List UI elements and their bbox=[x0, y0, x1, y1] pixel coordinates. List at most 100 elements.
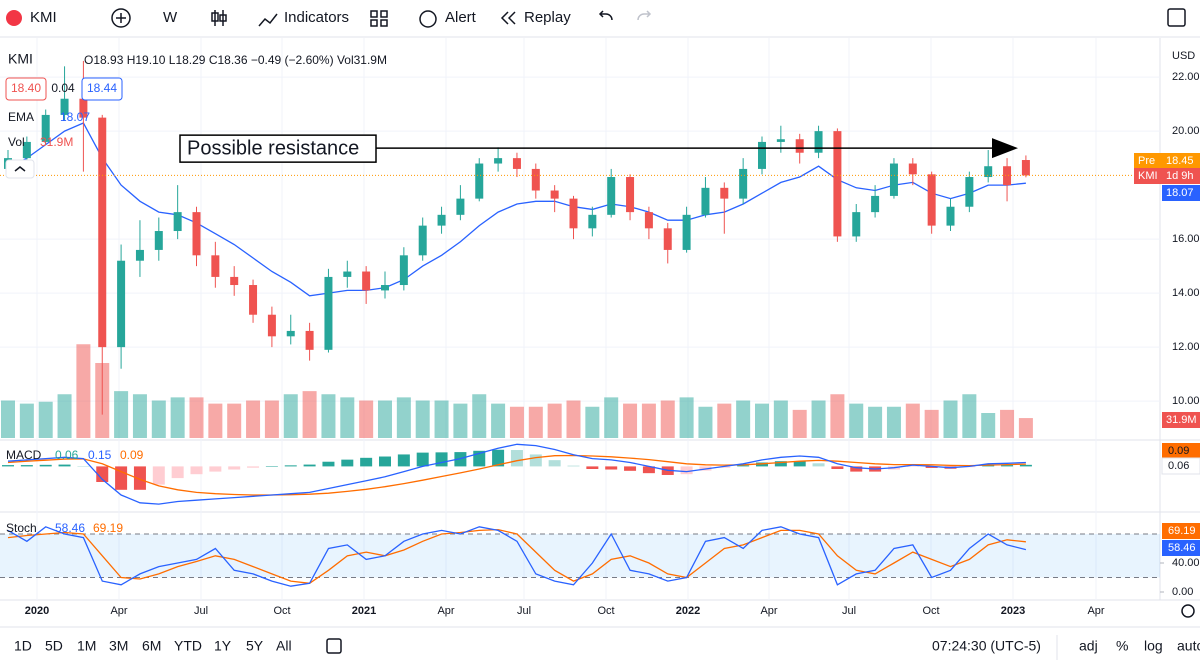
volume-bar bbox=[773, 400, 788, 438]
macd-histogram bbox=[190, 466, 203, 475]
candle-body bbox=[173, 212, 182, 232]
range-button[interactable]: YTD bbox=[174, 638, 202, 654]
collapse-button[interactable] bbox=[5, 159, 35, 179]
y-tick-label: 12.00 bbox=[1172, 341, 1200, 353]
add-icon[interactable] bbox=[111, 8, 131, 28]
interval[interactable]: W bbox=[163, 9, 178, 26]
indicator-value: 0.09 bbox=[120, 448, 144, 462]
scale-option[interactable]: adj bbox=[1079, 638, 1098, 654]
volume-bar bbox=[604, 397, 619, 438]
candle-body bbox=[663, 228, 672, 250]
replay-button[interactable]: Replay bbox=[524, 9, 571, 26]
plot: 22.00 20.00 16.00 14.00 12.00 10.00 2020 Apr Jul… bbox=[0, 38, 1200, 617]
candle-body bbox=[739, 168, 748, 199]
price-tag bbox=[1162, 412, 1200, 428]
indicators-button[interactable]: Indicators bbox=[284, 9, 349, 26]
candle-body bbox=[211, 255, 220, 277]
macd-histogram bbox=[133, 466, 146, 490]
scale-option[interactable]: log bbox=[1144, 638, 1163, 654]
candle-body bbox=[117, 260, 126, 348]
y-tick-label: 22.00 bbox=[1172, 71, 1200, 83]
bid-box[interactable] bbox=[5, 77, 47, 101]
range-button[interactable]: 3M bbox=[109, 638, 128, 654]
candle-body bbox=[343, 271, 352, 277]
candle-body bbox=[871, 195, 880, 213]
volume-bar bbox=[679, 397, 694, 438]
ask-box[interactable] bbox=[81, 77, 123, 101]
currency[interactable]: USD bbox=[1172, 50, 1195, 62]
replay-icon bbox=[500, 11, 516, 25]
candle-body bbox=[776, 139, 785, 142]
range-button[interactable]: All bbox=[276, 638, 292, 654]
high: H19.10 bbox=[127, 53, 166, 67]
resistance-arrow bbox=[992, 138, 1018, 159]
bid: 18.40 bbox=[11, 81, 41, 95]
candle-body bbox=[512, 158, 521, 169]
x-tick-label: Apr bbox=[760, 605, 777, 617]
range-button[interactable]: 1D bbox=[14, 638, 32, 654]
range-button[interactable]: 1M bbox=[77, 638, 96, 654]
alert-button[interactable]: Alert bbox=[445, 9, 477, 26]
range-button[interactable]: 1Y bbox=[214, 638, 232, 654]
macd-histogram bbox=[529, 454, 542, 467]
templates-icon[interactable] bbox=[370, 10, 388, 27]
stoch-d bbox=[7, 528, 1026, 584]
price-tag bbox=[1162, 443, 1200, 459]
range-button[interactable]: 6M bbox=[142, 638, 161, 654]
redo-icon[interactable] bbox=[637, 10, 652, 21]
indicator-value: 0.15 bbox=[88, 448, 112, 462]
volume-bar bbox=[246, 400, 261, 438]
date-range-icon[interactable] bbox=[326, 638, 342, 654]
candle-body bbox=[644, 212, 653, 229]
macd-histogram bbox=[58, 464, 71, 467]
candle-body bbox=[437, 214, 446, 226]
indicator-value: 69.19 bbox=[93, 521, 123, 535]
range-button[interactable]: 5D bbox=[45, 638, 63, 654]
close: C18.36 bbox=[209, 53, 248, 67]
macd-histogram bbox=[77, 466, 90, 467]
x-tick-label: 2023 bbox=[1001, 605, 1025, 617]
toolbar: KMI W Indicators Alert Replay bbox=[0, 8, 1200, 38]
x-tick-label: Apr bbox=[110, 605, 127, 617]
volume-bar bbox=[227, 403, 242, 438]
y-tick-label: 0.00 bbox=[1172, 586, 1193, 598]
price-tag-value: 1d 9h bbox=[1166, 170, 1194, 182]
candle-body bbox=[286, 330, 295, 337]
scale-option[interactable]: auto bbox=[1177, 638, 1200, 654]
candle-body bbox=[626, 177, 635, 213]
candle-body bbox=[381, 285, 389, 291]
x-tick-label: Oct bbox=[597, 605, 614, 617]
stoch-k bbox=[7, 526, 1027, 587]
macd-histogram bbox=[435, 452, 448, 467]
macd-histogram bbox=[567, 465, 580, 467]
macd-histogram bbox=[247, 466, 260, 468]
candle-body bbox=[418, 225, 427, 256]
spread: 0.04 bbox=[51, 81, 75, 95]
undo-icon[interactable] bbox=[598, 10, 613, 21]
add-icon-plus bbox=[116, 13, 126, 23]
macd-histogram bbox=[1019, 464, 1032, 467]
scale-option[interactable]: % bbox=[1116, 638, 1128, 654]
candle-body bbox=[946, 206, 955, 226]
symbol[interactable]: KMI bbox=[30, 9, 57, 26]
fullscreen-icon[interactable] bbox=[1167, 8, 1186, 27]
candle-body bbox=[305, 330, 314, 350]
volume-bar bbox=[472, 394, 487, 438]
candles-icon[interactable] bbox=[211, 10, 227, 26]
annotation-text: Possible resistance bbox=[187, 137, 359, 159]
candle-body bbox=[267, 314, 276, 337]
macd-histogram bbox=[624, 466, 637, 471]
macd-histogram bbox=[39, 464, 52, 467]
range-button[interactable]: 5Y bbox=[246, 638, 264, 654]
volume-bar bbox=[321, 394, 336, 438]
macd-histogram bbox=[492, 449, 505, 467]
settings-icon[interactable] bbox=[1181, 604, 1195, 618]
candle-body bbox=[682, 214, 691, 250]
candle-body bbox=[41, 114, 50, 142]
volume-bar bbox=[453, 403, 468, 438]
indicator-value: 58.46 bbox=[55, 521, 85, 535]
macd-histogram bbox=[586, 466, 599, 469]
price-tag bbox=[1162, 523, 1200, 539]
candle-body bbox=[908, 163, 917, 175]
alert-icon bbox=[419, 10, 437, 28]
